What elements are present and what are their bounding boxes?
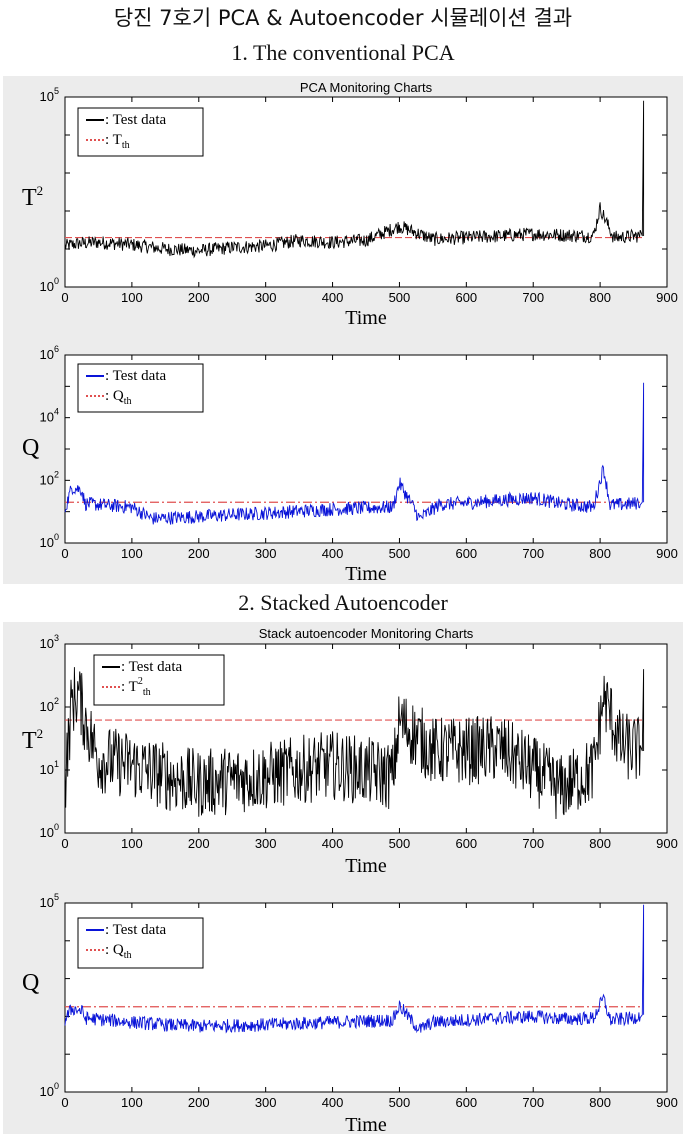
y-axis-label: Q: [22, 435, 39, 461]
main-title: 당진 7호기 PCA & Autoencoder 시뮬레이션 결과: [113, 6, 573, 30]
y-axis-label-sup: 2: [37, 183, 44, 198]
x-tick-label: 400: [322, 290, 344, 305]
y-tick-exponent: 5: [54, 892, 59, 902]
x-tick-label: 400: [322, 1095, 344, 1110]
x-tick-label: 300: [255, 546, 277, 561]
x-tick-label: 100: [121, 290, 143, 305]
x-tick-label: 600: [455, 290, 477, 305]
x-tick-label: 100: [121, 836, 143, 851]
x-tick-label: 0: [61, 546, 68, 561]
x-axis-label: Time: [345, 307, 387, 329]
legend-data-label: : Test data: [121, 659, 182, 675]
x-tick-label: 700: [522, 546, 544, 561]
x-tick-label: 200: [188, 290, 210, 305]
x-tick-label: 700: [522, 1095, 544, 1110]
x-tick-label: 500: [389, 1095, 411, 1110]
x-tick-label: 200: [188, 836, 210, 851]
x-axis-label: Time: [345, 563, 387, 585]
x-tick-label: 500: [389, 836, 411, 851]
legend-threshold-sub: th: [124, 950, 132, 961]
y-axis-label: Q: [22, 970, 39, 996]
x-tick-label: 900: [656, 836, 678, 851]
x-tick-label: 300: [255, 290, 277, 305]
y-tick-exponent: 3: [54, 633, 59, 643]
x-tick-label: 800: [589, 836, 611, 851]
y-tick-exponent: 0: [54, 822, 59, 832]
y-tick-exponent: 0: [54, 276, 59, 286]
legend-threshold-sub: th: [143, 687, 151, 698]
x-tick-label: 200: [188, 546, 210, 561]
legend-threshold-sub: th: [122, 140, 130, 151]
legend-data-label: : Test data: [105, 922, 166, 938]
section-title-pca: 1. The conventional PCA: [231, 40, 455, 65]
x-tick-label: 400: [322, 836, 344, 851]
x-tick-label: 100: [121, 546, 143, 561]
y-tick-exponent: 6: [54, 344, 59, 354]
y-axis-label-sup: 2: [37, 726, 44, 741]
x-tick-label: 500: [389, 290, 411, 305]
x-tick-label: 400: [322, 546, 344, 561]
series-line: [64, 904, 645, 1034]
legend-box: [93, 654, 225, 706]
y-tick-label: 100: [40, 1081, 59, 1099]
y-tick-label: 105: [40, 892, 59, 910]
x-tick-label: 500: [389, 546, 411, 561]
x-tick-label: 200: [188, 1095, 210, 1110]
x-tick-label: 800: [589, 546, 611, 561]
x-tick-label: 300: [255, 1095, 277, 1110]
x-tick-label: 900: [656, 1095, 678, 1110]
series-line: [64, 382, 645, 525]
x-tick-label: 800: [589, 1095, 611, 1110]
x-tick-label: 900: [656, 290, 678, 305]
x-tick-label: 0: [61, 1095, 68, 1110]
chart-title: PCA Monitoring Charts: [300, 80, 433, 95]
legend-box: [77, 917, 204, 969]
legend-threshold-sup: 2: [138, 676, 143, 687]
y-tick-exponent: 1: [54, 759, 59, 769]
x-tick-label: 600: [455, 836, 477, 851]
x-tick-label: 600: [455, 1095, 477, 1110]
legend-data-label: : Test data: [105, 112, 166, 128]
x-tick-label: 700: [522, 290, 544, 305]
legend-data-label: : Test data: [105, 368, 166, 384]
x-tick-label: 800: [589, 290, 611, 305]
section-title-autoencoder: 2. Stacked Autoencoder: [238, 590, 448, 615]
series-line: [64, 667, 645, 820]
series-line: [64, 100, 645, 259]
legend-box: [77, 363, 204, 413]
x-tick-label: 0: [61, 836, 68, 851]
x-axis-label: Time: [345, 855, 387, 877]
legend-box: [77, 107, 204, 157]
y-tick-exponent: 0: [54, 1081, 59, 1091]
y-tick-exponent: 2: [54, 469, 59, 479]
x-tick-label: 600: [455, 546, 477, 561]
x-tick-label: 100: [121, 1095, 143, 1110]
y-tick-exponent: 5: [54, 86, 59, 96]
x-axis-label: Time: [345, 1114, 387, 1136]
chart-title: Stack autoencoder Monitoring Charts: [259, 626, 474, 641]
legend-threshold-sub: th: [124, 396, 132, 407]
x-tick-label: 900: [656, 546, 678, 561]
x-tick-label: 700: [522, 836, 544, 851]
y-tick-exponent: 2: [54, 696, 59, 706]
y-tick-exponent: 4: [54, 407, 59, 417]
x-tick-label: 300: [255, 836, 277, 851]
y-tick-exponent: 0: [54, 532, 59, 542]
x-tick-label: 0: [61, 290, 68, 305]
